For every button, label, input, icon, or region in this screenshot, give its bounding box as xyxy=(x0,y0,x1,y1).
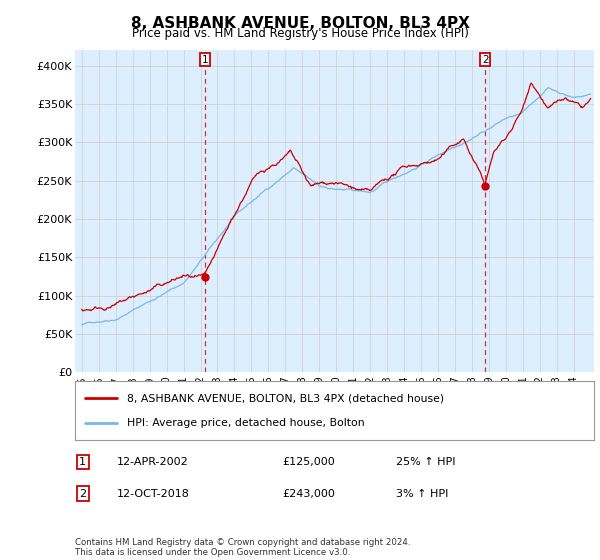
Text: 3% ↑ HPI: 3% ↑ HPI xyxy=(396,489,448,499)
Text: 25% ↑ HPI: 25% ↑ HPI xyxy=(396,457,455,467)
Text: 12-APR-2002: 12-APR-2002 xyxy=(117,457,189,467)
Text: 1: 1 xyxy=(202,55,209,64)
Text: Contains HM Land Registry data © Crown copyright and database right 2024.
This d: Contains HM Land Registry data © Crown c… xyxy=(75,538,410,557)
Text: 12-OCT-2018: 12-OCT-2018 xyxy=(117,489,190,499)
Text: 1: 1 xyxy=(79,457,86,467)
Text: 2: 2 xyxy=(79,489,86,499)
Text: £243,000: £243,000 xyxy=(282,489,335,499)
Text: Price paid vs. HM Land Registry's House Price Index (HPI): Price paid vs. HM Land Registry's House … xyxy=(131,27,469,40)
Text: £125,000: £125,000 xyxy=(282,457,335,467)
Text: 8, ASHBANK AVENUE, BOLTON, BL3 4PX: 8, ASHBANK AVENUE, BOLTON, BL3 4PX xyxy=(131,16,469,31)
Text: 8, ASHBANK AVENUE, BOLTON, BL3 4PX (detached house): 8, ASHBANK AVENUE, BOLTON, BL3 4PX (deta… xyxy=(127,394,444,403)
Text: HPI: Average price, detached house, Bolton: HPI: Average price, detached house, Bolt… xyxy=(127,418,365,428)
Text: 2: 2 xyxy=(482,55,488,64)
